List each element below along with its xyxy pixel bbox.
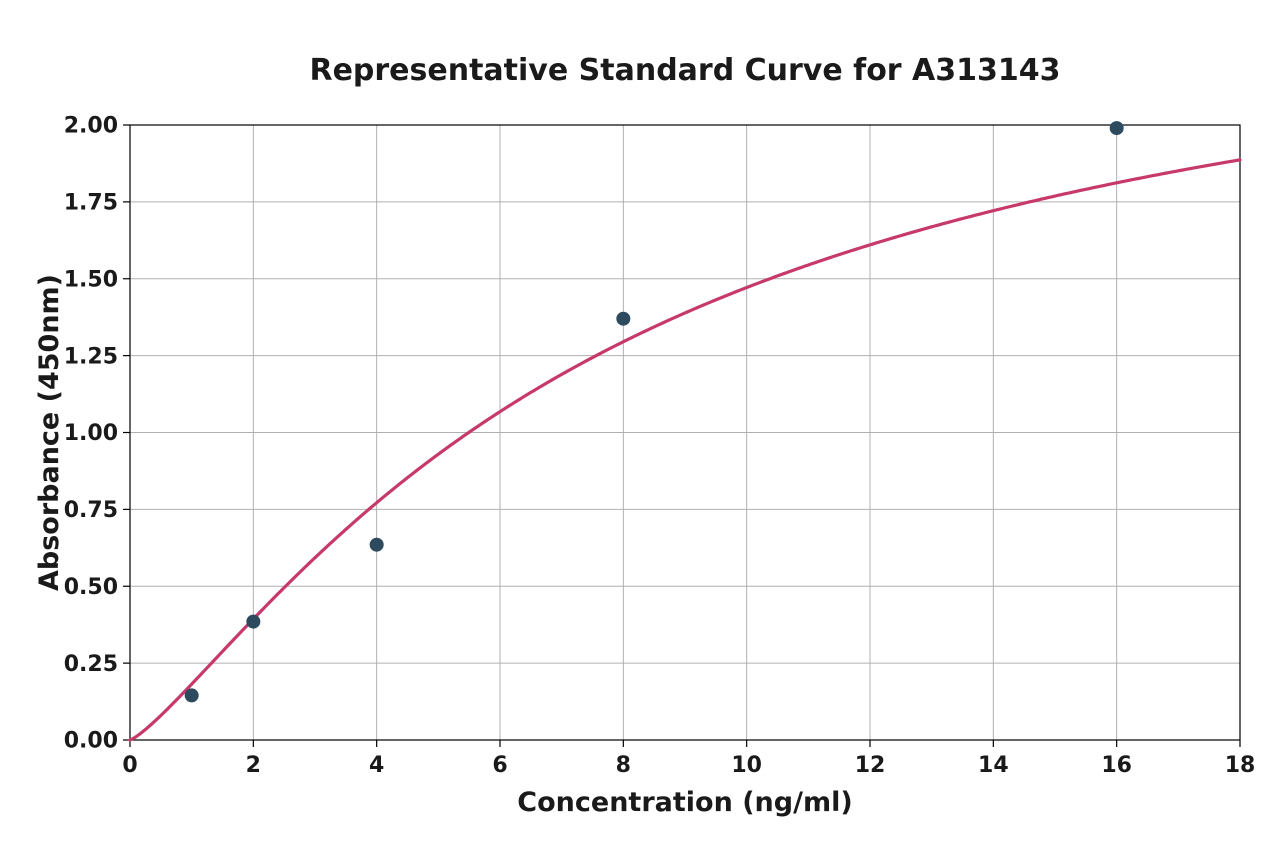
x-tick-label: 14	[978, 753, 1009, 778]
y-tick-label: 1.00	[64, 421, 118, 446]
y-tick-label: 1.25	[64, 344, 118, 369]
y-tick-label: 1.50	[64, 267, 118, 292]
x-tick-label: 6	[492, 753, 507, 778]
x-tick-label: 12	[855, 753, 886, 778]
chart-container: 0 2 4 6 8 10 12 14 16 18 0.00 0.25 0.50 0.75 1.00 1.25 1…	[0, 0, 1280, 845]
chart-svg: 0 2 4 6 8 10 12 14 16 18 0.00 0.25 0.50 0.75 1.00 1.25 1…	[0, 0, 1280, 845]
y-tick-label: 0.50	[64, 575, 118, 600]
data-point	[246, 615, 260, 629]
x-tick-label: 18	[1225, 753, 1256, 778]
data-point	[185, 688, 199, 702]
x-tick-label: 2	[246, 753, 261, 778]
y-axis-label: Absorbance (450nm)	[34, 274, 65, 591]
x-tick-label: 0	[122, 753, 137, 778]
chart-title: Representative Standard Curve for A31314…	[309, 53, 1060, 88]
x-axis-label: Concentration (ng/ml)	[517, 787, 852, 818]
y-tick-label: 2.00	[64, 114, 118, 139]
data-point	[616, 312, 630, 326]
data-point	[1110, 121, 1124, 135]
x-tick-label: 16	[1101, 753, 1132, 778]
y-tick-label: 0.75	[64, 498, 118, 523]
y-tick-label: 0.00	[64, 729, 118, 754]
y-tick-label: 1.75	[64, 191, 118, 216]
x-tick-label: 8	[616, 753, 631, 778]
data-point	[370, 538, 384, 552]
x-tick-label: 10	[731, 753, 762, 778]
x-tick-label: 4	[369, 753, 384, 778]
y-tick-label: 0.25	[64, 652, 118, 677]
